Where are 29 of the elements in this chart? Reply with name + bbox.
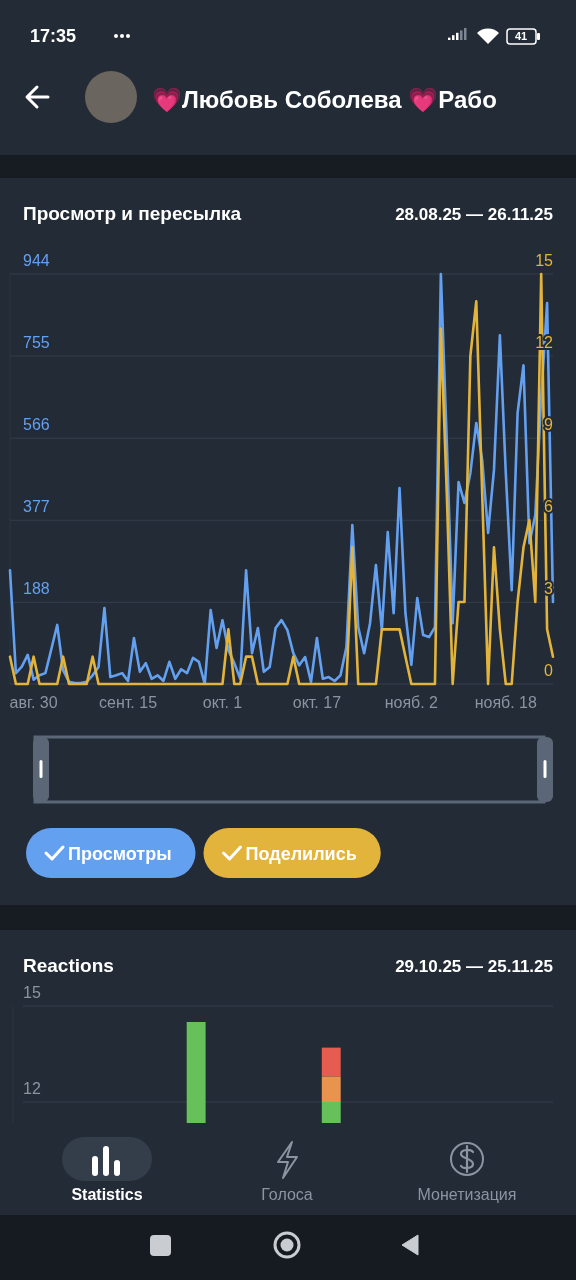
text: 💗Любовь Соболева 💗Рабо bbox=[152, 86, 497, 113]
chart-title: Reactions bbox=[23, 955, 114, 976]
x-tick-label: авг. 30 bbox=[9, 694, 58, 711]
y-tick-label: 12 bbox=[23, 1080, 41, 1097]
y2-tick-label: 0 bbox=[544, 662, 554, 679]
y-tick-label: 944 bbox=[23, 252, 50, 269]
y-tick-label: 15 bbox=[23, 984, 41, 1001]
y-tick-label: 188 bbox=[23, 580, 50, 598]
x-tick-label: нояб. 2 bbox=[384, 694, 439, 711]
annotation: Statistics bbox=[71, 1186, 143, 1203]
y2-tick-label: 3 bbox=[544, 580, 554, 597]
chart-subtitle: 29.10.25 — 25.11.25 bbox=[395, 957, 553, 976]
text: 17:35 bbox=[30, 26, 77, 46]
y2-tick-label: 9 bbox=[544, 416, 554, 433]
annotation: Монетизация bbox=[417, 1186, 517, 1203]
x-tick-label: нояб. 18 bbox=[474, 694, 538, 711]
text: Поделились bbox=[245, 844, 357, 864]
chart-title: Просмотр и пересылка bbox=[23, 203, 242, 224]
annotation: Голоса bbox=[261, 1186, 313, 1203]
x-tick-label: окт. 17 bbox=[292, 694, 342, 711]
y2-tick-label: 15 bbox=[535, 252, 554, 269]
x-tick-label: окт. 1 bbox=[202, 694, 243, 711]
text: 41 bbox=[514, 30, 528, 42]
x-tick-label: сент. 15 bbox=[99, 694, 158, 711]
y-tick-label: 566 bbox=[23, 416, 50, 434]
y-tick-label: 377 bbox=[23, 498, 50, 516]
chart-subtitle: 28.08.25 — 26.11.25 bbox=[395, 205, 553, 224]
y-tick-label: 755 bbox=[23, 334, 50, 352]
text: Просмотры bbox=[68, 844, 172, 864]
